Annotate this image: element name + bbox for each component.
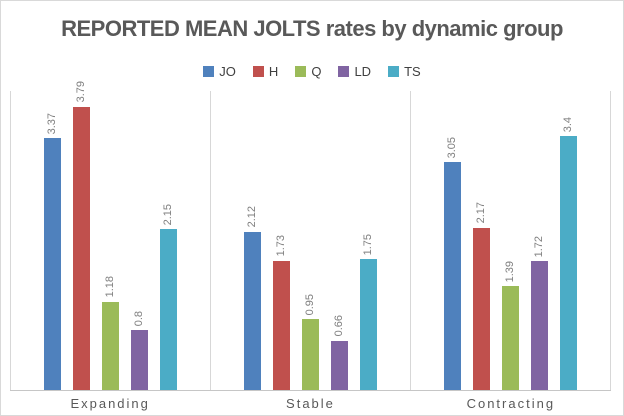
bar-column: 1.18 [102,276,119,390]
legend-swatch-jo-icon [203,65,215,77]
bar-value-label: 3.4 [562,116,574,132]
bar-ts-contracting [560,135,577,390]
bar-jo-expanding [44,138,61,390]
legend-swatch-h-icon [252,65,264,77]
bar-value-label: 3.37 [46,112,58,135]
panels-row: 3.37 3.79 1.18 0.8 2.15 2.12 1.73 0.95 0.66 1.75 3… [10,81,611,391]
bar-h-stable [273,260,290,390]
bar-value-label: 2.17 [475,202,487,224]
bar-column: 0.66 [331,315,348,390]
bar-column: 2.15 [160,204,177,390]
bar-h-expanding [73,106,90,390]
bar-value-label: 2.12 [246,206,258,228]
legend-swatch-ts-icon [388,65,400,77]
bar-column: 1.72 [531,236,548,390]
legend-item-q: Q [295,65,321,78]
bar-value-label: 1.39 [504,260,516,283]
bar-jo-stable [244,231,261,390]
plot-area: 3.37 3.79 1.18 0.8 2.15 2.12 1.73 0.95 0.66 1.75 3… [10,81,611,411]
bar-value-label: 1.18 [104,276,116,298]
legend-label: H [268,63,279,79]
category-label-expanding: Expanding [70,396,150,411]
bar-ld-stable [331,340,348,390]
legend-item-ts: TS [388,65,421,78]
chart-legend: JO H Q LD TS [1,63,623,79]
legend-swatch-q-icon [295,65,307,77]
category-label-stable: Stable [286,396,335,411]
legend-item-jo: JO [203,65,236,78]
panel-stable: 2.12 1.73 0.95 0.66 1.75 [210,91,410,390]
bar-column: 3.37 [44,113,61,390]
panel-contracting: 3.05 2.17 1.39 1.72 3.4 [410,91,611,390]
bar-value-label: 2.15 [162,203,174,226]
bar-value-label: 3.79 [75,81,87,103]
category-labels-row: Expanding Stable Contracting [10,391,611,411]
bar-q-expanding [102,301,119,390]
bar-column: 3.79 [73,81,90,390]
bar-value-label: 1.72 [533,235,545,258]
bar-q-stable [302,319,319,390]
bar-h-contracting [473,227,490,390]
bar-ld-contracting [531,261,548,390]
bar-jo-contracting [444,162,461,390]
bar-column: 1.39 [502,261,519,390]
bar-ld-expanding [131,330,148,390]
legend-swatch-ld-icon [338,65,350,77]
bar-value-label: 0.66 [333,315,345,337]
chart-title: REPORTED MEAN JOLTS rates by dynamic gro… [61,16,563,41]
bar-value-label: 0.8 [133,310,145,327]
legend-label: Q [311,63,322,79]
legend-label: TS [404,63,421,79]
bar-q-contracting [502,286,519,390]
legend-label: LD [354,63,372,79]
panel-expanding: 3.37 3.79 1.18 0.8 2.15 [10,81,210,390]
bar-column: 3.4 [560,117,577,390]
legend-label: JO [219,63,236,79]
bar-column: 2.17 [473,202,490,390]
category-label-contracting: Contracting [466,396,556,411]
bar-value-label: 3.05 [446,136,458,158]
bar-column: 0.8 [131,311,148,390]
bar-value-label: 0.95 [304,293,316,315]
bar-value-label: 1.75 [362,233,374,256]
bar-ts-stable [360,259,377,390]
bar-column: 0.95 [302,294,319,390]
bar-column: 1.73 [273,235,290,390]
bar-column: 2.12 [244,206,261,390]
bar-value-label: 1.73 [275,235,287,257]
bar-ts-expanding [160,229,177,390]
bar-column: 1.75 [360,234,377,390]
legend-item-ld: LD [338,65,371,78]
bar-column: 3.05 [444,137,461,390]
legend-item-h: H [252,63,279,79]
